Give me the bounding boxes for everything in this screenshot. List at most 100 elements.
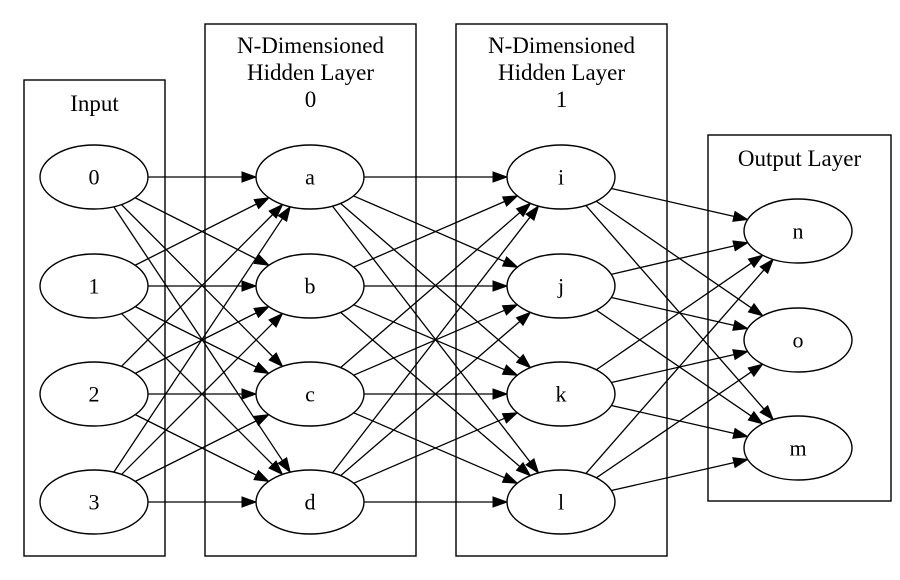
edge-line bbox=[134, 203, 257, 266]
cluster-output-layer-box bbox=[707, 134, 892, 502]
edge-j-to-n bbox=[611, 240, 750, 275]
edge-n1-to-d bbox=[121, 313, 284, 476]
edge-l-to-m bbox=[611, 457, 750, 492]
arrowhead bbox=[747, 254, 764, 269]
arrowhead bbox=[732, 457, 750, 469]
edge-line bbox=[595, 200, 752, 309]
cluster-hidden-layer-0-title-line-2: Hidden Layer bbox=[247, 60, 374, 85]
edge-line bbox=[121, 313, 274, 466]
arrowhead bbox=[501, 195, 519, 207]
arrowhead bbox=[253, 305, 271, 319]
edge-n1-to-b bbox=[148, 280, 258, 292]
cluster-input-title: Input bbox=[70, 91, 119, 116]
edge-n2-to-a bbox=[120, 203, 284, 367]
edge-c-to-l bbox=[353, 412, 519, 484]
edge-d-to-i bbox=[331, 204, 540, 474]
node-c-shape bbox=[255, 361, 365, 427]
node-n-shape bbox=[743, 198, 853, 264]
arrowhead bbox=[492, 496, 509, 508]
edge-line bbox=[611, 187, 735, 218]
edge-i-to-m bbox=[585, 204, 775, 421]
arrowhead bbox=[747, 302, 764, 317]
node-n: n bbox=[743, 198, 853, 264]
node-k-label: k bbox=[556, 382, 567, 407]
arrowhead bbox=[253, 469, 271, 483]
edge-n0-to-a bbox=[148, 171, 258, 183]
cluster-hidden-layer-0-box bbox=[204, 23, 417, 557]
arrowhead bbox=[492, 388, 509, 400]
arrowhead bbox=[492, 280, 509, 292]
arrowhead bbox=[253, 361, 271, 375]
node-input-2-shape bbox=[39, 361, 149, 427]
arrowhead bbox=[241, 388, 258, 400]
arrowhead bbox=[241, 280, 258, 292]
node-d: d bbox=[255, 469, 365, 535]
cluster-output-layer-title: Output Layer bbox=[738, 146, 862, 171]
arrowhead bbox=[525, 457, 540, 475]
arrowhead bbox=[253, 253, 271, 266]
edge-d-to-l bbox=[364, 496, 509, 508]
edge-c-to-k bbox=[364, 388, 509, 400]
arrowhead bbox=[515, 353, 532, 369]
arrowhead bbox=[759, 404, 775, 421]
arrowhead bbox=[268, 352, 284, 368]
edge-line bbox=[340, 202, 521, 359]
edge-k-to-o bbox=[611, 349, 750, 384]
cluster-output-layer: Output Layer bbox=[707, 134, 892, 502]
cluster-hidden-layer-0-title-line-3: 0 bbox=[305, 87, 317, 112]
arrowhead bbox=[501, 364, 519, 376]
node-j-shape bbox=[506, 253, 616, 319]
node-i-label: i bbox=[558, 165, 564, 190]
node-k: k bbox=[506, 361, 616, 427]
edge-j-to-o bbox=[611, 296, 750, 331]
arrowhead bbox=[732, 240, 750, 252]
node-input-3-shape bbox=[39, 469, 149, 535]
edge-line bbox=[134, 312, 257, 374]
arrowhead bbox=[253, 413, 271, 427]
edge-line bbox=[353, 304, 505, 371]
edge-line bbox=[134, 306, 257, 368]
node-input-1-shape bbox=[39, 253, 149, 319]
node-d-shape bbox=[255, 469, 365, 535]
arrowhead bbox=[268, 460, 284, 476]
edge-d-to-k bbox=[353, 412, 519, 484]
node-m: m bbox=[743, 415, 853, 481]
arrowhead bbox=[732, 349, 750, 361]
node-l-shape bbox=[506, 469, 616, 535]
edge-line bbox=[121, 322, 274, 475]
edge-n2-to-b bbox=[134, 305, 271, 374]
arrowhead bbox=[747, 363, 764, 378]
edge-i-to-n bbox=[611, 187, 750, 222]
edge-a-to-l bbox=[331, 205, 540, 475]
edge-line bbox=[353, 195, 505, 263]
edge-n2-to-d bbox=[134, 414, 271, 483]
edge-n3-to-c bbox=[134, 413, 271, 482]
node-i: i bbox=[506, 144, 616, 210]
edge-line bbox=[596, 371, 752, 479]
arrowhead bbox=[492, 171, 509, 183]
edge-line bbox=[134, 414, 257, 476]
edge-l-to-n bbox=[585, 258, 775, 475]
arrowhead bbox=[747, 410, 764, 425]
edge-line bbox=[611, 296, 735, 327]
edge-b-to-j bbox=[364, 280, 509, 292]
edge-n3-to-d bbox=[148, 496, 258, 508]
edge-n3-to-b bbox=[121, 312, 284, 475]
edge-line bbox=[120, 204, 274, 357]
edge-n1-to-c bbox=[134, 306, 271, 375]
cluster-hidden-layer-1-title-line-3: 1 bbox=[556, 87, 568, 112]
edge-n2-to-c bbox=[148, 388, 258, 400]
edge-j-to-m bbox=[596, 309, 764, 425]
node-input-1: 1 bbox=[39, 253, 149, 319]
edge-c-to-i bbox=[340, 202, 532, 369]
node-i-shape bbox=[506, 144, 616, 210]
edge-line bbox=[353, 412, 505, 479]
node-c-label: c bbox=[305, 382, 315, 407]
node-input-0-label: 0 bbox=[89, 165, 100, 190]
arrowhead bbox=[241, 171, 258, 183]
arrowhead bbox=[501, 304, 519, 316]
edge-line bbox=[340, 311, 521, 468]
edge-n1-to-a bbox=[134, 197, 271, 266]
arrowhead bbox=[732, 427, 750, 439]
edge-a-to-j bbox=[353, 195, 519, 268]
